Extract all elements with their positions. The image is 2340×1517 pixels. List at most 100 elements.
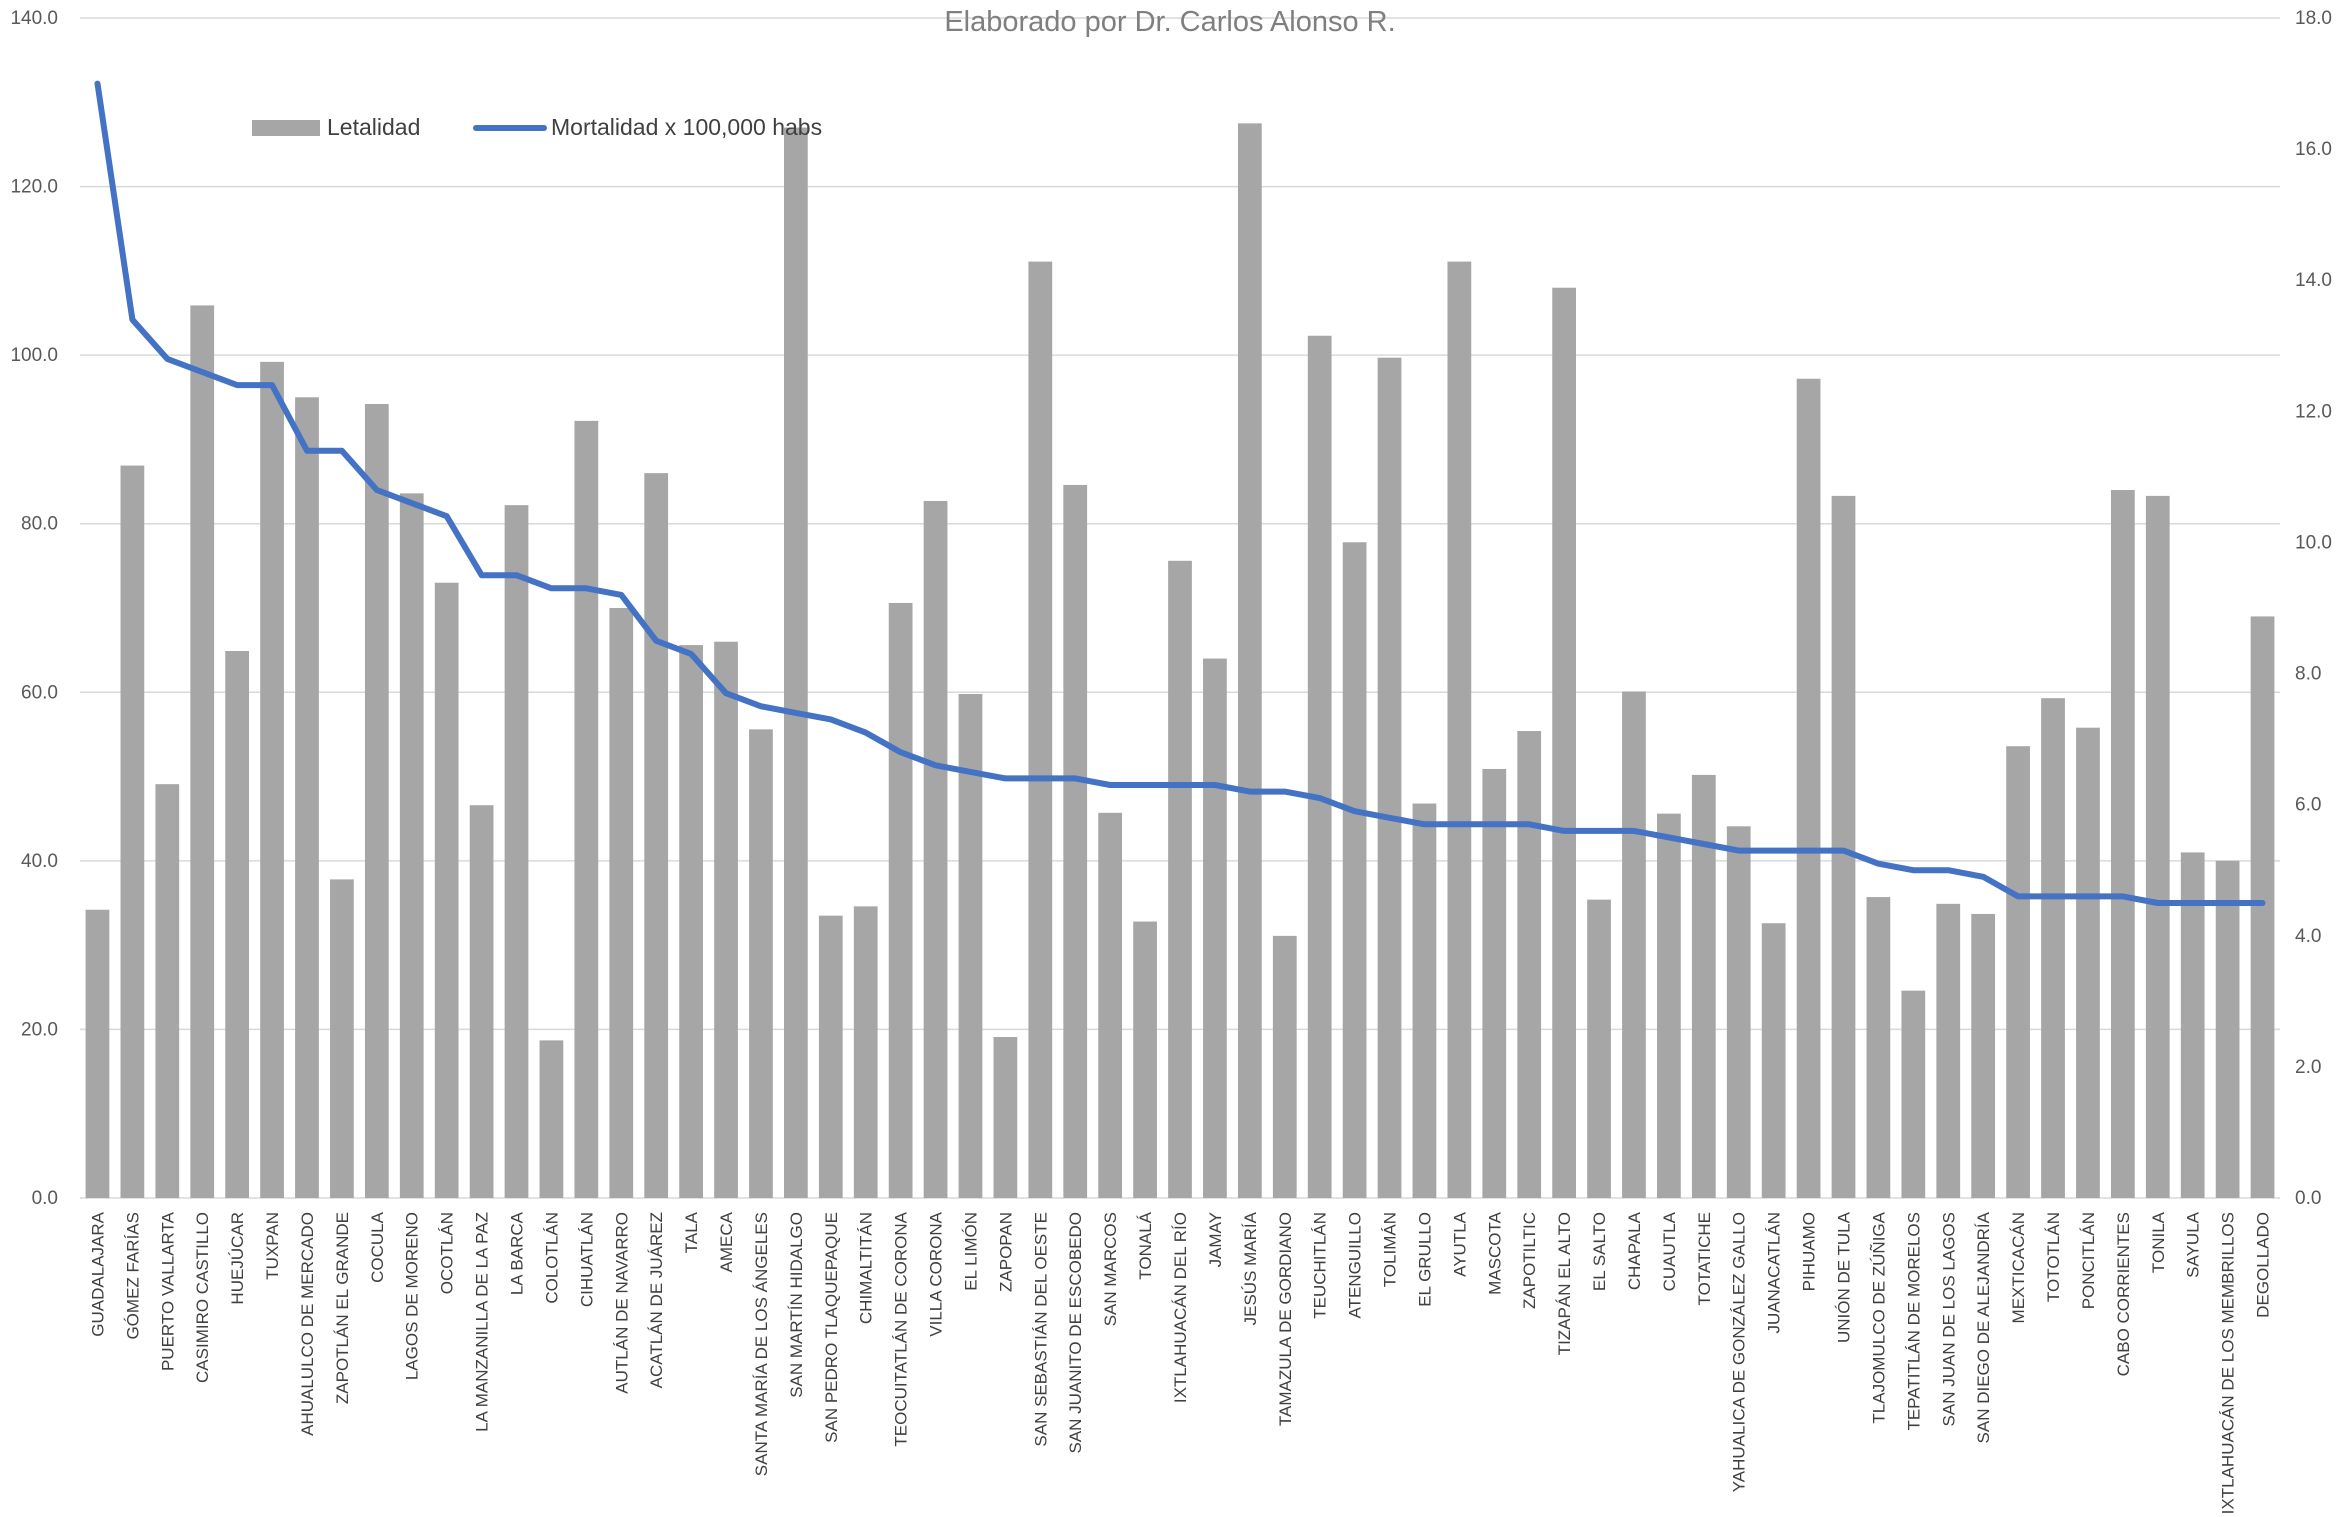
category-label: LA BARCA — [508, 1211, 527, 1295]
mortalidad-line — [94, 80, 2266, 906]
left-tick-label: 80.0 — [21, 514, 58, 535]
category-label: TEUCHITLÁN — [1311, 1212, 1330, 1319]
category-label: MEXTICACÁN — [2009, 1212, 2028, 1323]
category-label: TOTATICHE — [1695, 1212, 1714, 1306]
category-label: ZAPOTLÁN EL GRANDE — [333, 1212, 352, 1404]
bar-letalidad — [469, 805, 494, 1198]
bar-letalidad — [993, 1037, 1018, 1198]
category-label: HUEJÚCAR — [228, 1212, 247, 1305]
bar-letalidad — [1447, 261, 1472, 1199]
legend-letalidad-swatch — [252, 120, 320, 136]
category-label: COCULA — [368, 1211, 387, 1283]
category-label: SAN PEDRO TLAQUEPAQUE — [822, 1212, 841, 1443]
bar-letalidad — [399, 493, 424, 1198]
bar-letalidad — [714, 641, 738, 1198]
bar-letalidad — [2006, 746, 2030, 1198]
category-label: COLOTLÁN — [542, 1212, 561, 1304]
category-label: UNIÓN DE TULA — [1834, 1211, 1853, 1343]
category-label: ATENGUILLO — [1346, 1212, 1365, 1318]
bar-letalidad — [1063, 484, 1088, 1198]
category-label: TONILA — [2149, 1211, 2168, 1273]
bar-letalidad — [225, 650, 250, 1198]
category-label: PIHUAMO — [1800, 1212, 1819, 1291]
bar-letalidad — [295, 397, 319, 1198]
left-tick-label: 120.0 — [10, 177, 58, 198]
bar-letalidad — [679, 645, 703, 1198]
category-label: GUADALAJARA — [88, 1211, 107, 1336]
category-label: MASCOTA — [1485, 1211, 1504, 1294]
category-labels: GUADALAJARA GÓMEZ FARÍAS PUERTO VALLARTA CA… — [88, 1211, 2272, 1514]
category-label: ACATLÁN DE JUÁREZ — [647, 1212, 666, 1388]
category-label: SAN MARTÍN HIDALGO — [787, 1212, 806, 1398]
category-label: YAHUALICA DE GONZÁLEZ GALLO — [1730, 1212, 1749, 1492]
left-tick-label: 0.0 — [32, 1188, 58, 1209]
bar-letalidad — [818, 915, 843, 1198]
legend-letalidad-label: Letalidad — [327, 114, 420, 140]
category-label: AHUALULCO DE MERCADO — [298, 1212, 317, 1436]
category-label: TAMAZULA DE GORDIANO — [1276, 1212, 1295, 1426]
bar-letalidad — [1342, 542, 1367, 1198]
category-label: CUAUTLA — [1660, 1211, 1679, 1291]
bar-letalidad — [1412, 803, 1437, 1198]
category-label: ZAPOTILTIC — [1520, 1212, 1539, 1309]
right-axis-ticks: 0.0 2.0 4.0 6.0 8.0 10.0 12.0 14.0 16.0 18.0 — [2295, 8, 2332, 1209]
chart-title: Elaborado por Dr. Carlos Alonso R. — [944, 6, 1395, 38]
bar-letalidad — [888, 602, 913, 1198]
bar-letalidad — [2215, 860, 2240, 1198]
right-tick-label: 12.0 — [2295, 401, 2332, 422]
right-tick-label: 16.0 — [2295, 139, 2332, 160]
category-label: CHIMALTITÁN — [857, 1212, 876, 1324]
category-label: JAMAY — [1206, 1212, 1225, 1267]
category-label: PONCITLÁN — [2079, 1212, 2098, 1309]
bar-letalidad — [539, 1040, 564, 1198]
category-label: TUXPAN — [263, 1212, 282, 1280]
bar-letalidad — [1761, 923, 1786, 1198]
bar-letalidad — [1482, 768, 1507, 1198]
bar-letalidad — [1552, 287, 1576, 1198]
bar-letalidad — [1936, 903, 1961, 1198]
category-label: CHAPALA — [1625, 1211, 1644, 1290]
bar-letalidad — [2145, 495, 2170, 1198]
bar-letalidad — [1377, 357, 1402, 1199]
bar-letalidad — [2110, 490, 2135, 1198]
left-tick-label: 60.0 — [21, 682, 58, 703]
bar-letalidad — [260, 361, 284, 1198]
category-label: OCOTLÁN — [438, 1212, 457, 1294]
category-label: PUERTO VALLARTA — [158, 1211, 177, 1371]
bar-letalidad — [364, 404, 389, 1198]
bar-letalidad — [1796, 378, 1821, 1198]
right-tick-label: 2.0 — [2295, 1057, 2321, 1078]
right-tick-label: 18.0 — [2295, 8, 2332, 29]
category-label: AYUTLA — [1450, 1211, 1469, 1277]
category-label: SANTA MARÍA DE LOS ÁNGELES — [752, 1212, 771, 1476]
bar-letalidad — [1098, 812, 1123, 1198]
category-label: AMECA — [717, 1211, 736, 1272]
category-label: EL LIMÓN — [961, 1212, 980, 1291]
bar-letalidad — [330, 879, 354, 1198]
category-label: TEOCUITATLÁN DE CORONA — [892, 1211, 911, 1446]
bar-letalidad — [190, 305, 215, 1198]
category-label: SAN JUANITO DE ESCOBEDO — [1066, 1212, 1085, 1454]
left-tick-label: 40.0 — [21, 851, 58, 872]
category-label: TOLIMÁN — [1381, 1212, 1400, 1287]
category-label: EL GRULLO — [1415, 1212, 1434, 1307]
bar-letalidad — [504, 505, 529, 1199]
right-tick-label: 8.0 — [2295, 664, 2321, 685]
bar-letalidad — [1691, 774, 1716, 1198]
bar-letalidad — [1831, 495, 1856, 1198]
bar-letalidad — [923, 500, 948, 1198]
bar-letalidad — [1307, 335, 1332, 1198]
category-label: VILLA CORONA — [927, 1211, 946, 1336]
category-label: LAGOS DE MORENO — [403, 1212, 422, 1380]
category-label: ZAPOPAN — [996, 1212, 1015, 1292]
bar-letalidad — [1866, 897, 1891, 1198]
right-tick-label: 10.0 — [2295, 532, 2332, 553]
category-label: JESÚS MARÍA — [1241, 1211, 1260, 1325]
category-label: TONALÁ — [1136, 1211, 1155, 1279]
bar-letalidad — [1028, 261, 1053, 1199]
category-label: JUANACATLÁN — [1765, 1212, 1784, 1334]
category-label: DEGOLLADO — [2254, 1212, 2273, 1318]
bar-letalidad — [1971, 913, 1996, 1198]
bar-letalidad — [120, 465, 145, 1198]
bar-letalidad — [1622, 691, 1646, 1198]
